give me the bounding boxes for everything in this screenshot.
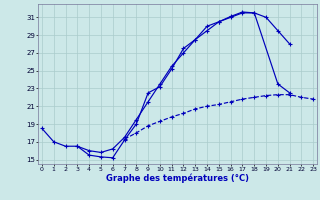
X-axis label: Graphe des températures (°C): Graphe des températures (°C) bbox=[106, 174, 249, 183]
